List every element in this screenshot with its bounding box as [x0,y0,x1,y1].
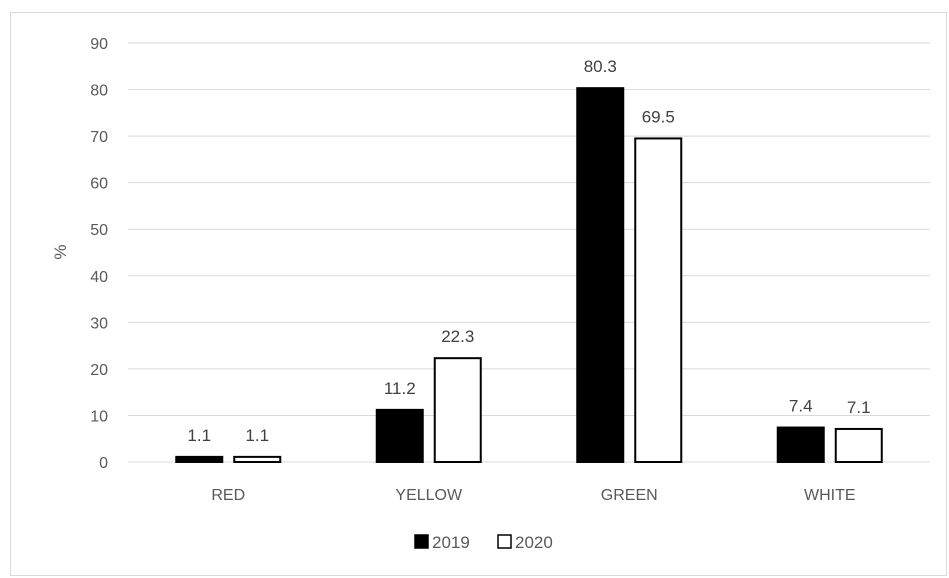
legend-label: 2019 [432,533,470,552]
bar [433,357,482,464]
y-tick-label: 50 [90,222,108,239]
y-tick-label: 80 [90,83,108,100]
bar [576,87,625,464]
bar [233,455,282,463]
x-tick-label: GREEN [601,487,658,504]
bar [375,408,424,464]
y-axis-title: % [51,244,70,259]
bar [776,426,825,463]
legend-label: 2020 [515,533,553,552]
data-label: 69.5 [642,107,675,126]
data-label: 7.1 [847,398,871,417]
x-tick-label: RED [211,487,245,504]
data-label: 1.1 [187,426,211,445]
y-tick-label: 10 [90,408,108,425]
data-label: 7.4 [789,397,813,416]
y-tick-label: 70 [90,129,108,146]
y-tick-label: 0 [99,455,108,472]
y-tick-label: 90 [90,36,108,53]
x-tick-label: WHITE [804,487,856,504]
y-tick-label: 30 [90,315,108,332]
x-tick-label: YELLOW [395,487,463,504]
y-tick-label: 20 [90,362,108,379]
data-label: 80.3 [584,57,617,76]
y-tick-label: 60 [90,176,108,193]
data-label: 1.1 [245,426,269,445]
bar [175,455,224,463]
legend-swatch [414,534,429,549]
bar [834,427,883,463]
chart-frame [10,12,947,576]
legend-swatch [497,534,512,549]
bar [634,137,683,463]
data-label: 11.2 [384,379,416,398]
y-tick-label: 40 [90,269,108,286]
data-label: 22.3 [441,327,474,346]
